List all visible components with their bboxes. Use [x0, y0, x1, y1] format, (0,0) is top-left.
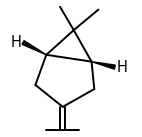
Text: H: H	[11, 35, 21, 50]
Polygon shape	[22, 41, 46, 55]
Polygon shape	[92, 62, 115, 69]
Text: H: H	[116, 60, 127, 75]
